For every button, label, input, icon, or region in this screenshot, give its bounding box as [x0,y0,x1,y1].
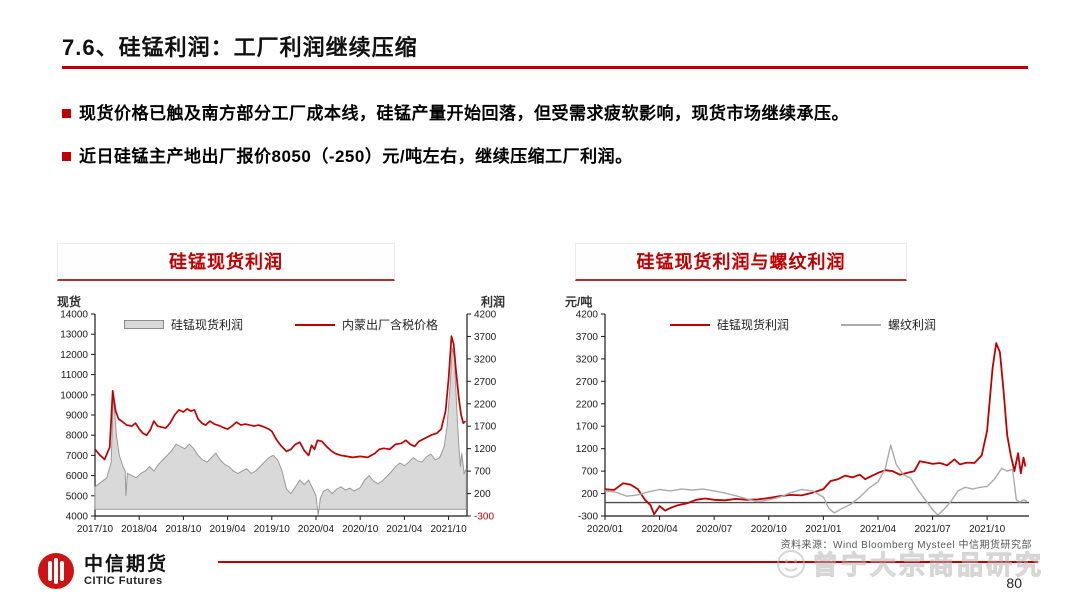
svg-text:-300: -300 [578,512,598,523]
svg-text:4200: 4200 [474,310,497,321]
svg-text:7000: 7000 [66,451,89,462]
svg-text:2021/10: 2021/10 [969,524,1006,535]
svg-text:3700: 3700 [576,332,599,343]
chart-legend: 硅锰现货利润 内蒙出厂含税价格 [95,316,467,333]
legend-item: 硅锰现货利润 [123,316,243,333]
svg-text:2019/04: 2019/04 [210,524,247,535]
axis-caption-row: 现货 利润 [57,293,505,310]
citic-emblem-icon [38,553,74,589]
legend-item: 硅锰现货利润 [669,316,789,333]
svg-text:700: 700 [581,467,598,478]
spot-profit-chart: 4000 5000 6000 7000 8000 9000 10000 11000 12000 1… [60,310,497,536]
legend-label: 硅锰现货利润 [170,318,243,332]
svg-text:3200: 3200 [576,354,599,365]
svg-text:2021/04: 2021/04 [860,524,897,535]
page-title: 7.6、硅锰利润：工厂利润继续压缩 [62,35,418,60]
svg-text:1200: 1200 [576,444,599,455]
svg-text:2021/01: 2021/01 [805,524,842,535]
svg-text:2200: 2200 [576,399,599,410]
svg-text:2020/04: 2020/04 [298,524,335,535]
page-number: 80 [1006,575,1022,591]
svg-text:2018/04: 2018/04 [121,524,158,535]
bullet-text: 现货价格已触及南方部分工厂成本线，硅锰产量开始回落，但受需求疲软影响，现货市场继… [79,104,849,123]
watermark-text: 曾宁大宗商品研究 [811,550,1044,581]
bullet-list: 现货价格已触及南方部分工厂成本线，硅锰产量开始回落，但受需求疲软影响，现货市场继… [62,102,1027,187]
legend-label: 内蒙出厂含税价格 [342,318,439,332]
legend-item: 内蒙出厂含税价格 [295,316,438,333]
svg-text:2020/01: 2020/01 [587,524,624,535]
source-note: 资料来源：Wind Bloomberg Mysteel 中信期货研究部 [780,540,1032,551]
legend-label: 螺纹利润 [888,318,937,332]
svg-text:200: 200 [581,489,598,500]
svg-text:2021/07: 2021/07 [914,524,951,535]
svg-text:1700: 1700 [576,422,599,433]
svg-text:3700: 3700 [474,332,497,343]
svg-text:13000: 13000 [60,330,88,341]
svg-text:1200: 1200 [474,444,497,455]
svg-text:2700: 2700 [474,377,497,388]
svg-text:3200: 3200 [474,354,497,365]
svg-text:9000: 9000 [66,411,89,422]
footer-divider [218,561,1038,563]
logo-text-cn: 中信期货 [84,554,169,576]
svg-text:200: 200 [474,489,491,500]
company-logo: 中信期货 CITIC Futures [36,551,168,591]
svg-text:14000: 14000 [60,310,88,321]
chart-title: 硅锰现货利润与螺纹利润 [575,243,907,281]
watermark-face-icon [776,549,805,578]
svg-text:2020/04: 2020/04 [642,524,679,535]
axis-caption-row: 元/吨 [565,293,1041,310]
bullet-text: 近日硅锰主产地出厂报价8050（-250）元/吨左右，继续压缩工厂利润。 [79,146,633,166]
svg-text:700: 700 [474,467,491,478]
logo-text: 中信期货 CITIC Futures [84,555,168,587]
svg-text:2017/10: 2017/10 [77,524,114,535]
svg-text:10000: 10000 [60,390,88,401]
title-underline [62,66,1028,69]
svg-text:6000: 6000 [66,471,89,482]
bullet-square-icon [62,151,71,161]
legend-item: 螺纹利润 [841,316,936,333]
svg-text:2020/10: 2020/10 [751,524,788,535]
chart-panel-spot-profit: 硅锰现货利润 现货 利润 4000 5000 6000 7000 8000 9000 100… [55,243,507,547]
chart-area: 4000 5000 6000 7000 8000 9000 10000 11000 12000 1… [55,310,507,547]
svg-text:1700: 1700 [474,422,497,433]
bullet-square-icon [62,109,71,118]
left-axis-caption: 元/吨 [565,295,593,309]
profit-compare-chart: -300 200 700 1200 1700 2200 2700 3200 3700 4200 20… [576,310,1029,535]
chart-title: 硅锰现货利润 [57,243,395,281]
chart-area: -300 200 700 1200 1700 2200 2700 3200 3700 4200 20… [563,310,1043,547]
svg-text:12000: 12000 [60,350,88,361]
area-swatch-icon [123,320,164,329]
watermark: 曾宁大宗商品研究 [774,545,1044,582]
svg-text:2020/07: 2020/07 [696,524,733,535]
svg-text:4200: 4200 [576,310,599,321]
svg-text:2021/10: 2021/10 [431,524,468,535]
svg-text:8000: 8000 [66,431,89,442]
svg-text:2019/10: 2019/10 [254,524,291,535]
svg-text:-300: -300 [474,512,494,523]
svg-text:4000: 4000 [66,512,89,523]
bullet-item: 现货价格已触及南方部分工厂成本线，硅锰产量开始回落，但受需求疲软影响，现货市场继… [62,102,1027,127]
svg-text:2020/10: 2020/10 [342,524,379,535]
svg-text:11000: 11000 [61,370,89,381]
left-axis-caption: 现货 [57,295,82,309]
svg-text:2200: 2200 [474,399,497,410]
line-swatch-icon [669,323,710,326]
chart-legend: 硅锰现货利润 螺纹利润 [603,316,1003,333]
chart-panel-profit-compare: 硅锰现货利润与螺纹利润 元/吨 -300 200 700 1200 1700 2200 27… [563,243,1043,547]
right-axis-caption: 利润 [480,295,505,309]
logo-text-en: CITIC Futures [84,574,163,587]
svg-text:5000: 5000 [66,491,89,502]
line-swatch-icon [295,323,335,326]
line-swatch-icon [841,323,881,326]
svg-text:2018/10: 2018/10 [165,524,202,535]
svg-text:2700: 2700 [576,377,599,388]
bullet-item: 近日硅锰主产地出厂报价8050（-250）元/吨左右，继续压缩工厂利润。 [62,145,1027,170]
svg-text:2021/04: 2021/04 [386,524,423,535]
legend-label: 硅锰现货利润 [716,318,789,332]
